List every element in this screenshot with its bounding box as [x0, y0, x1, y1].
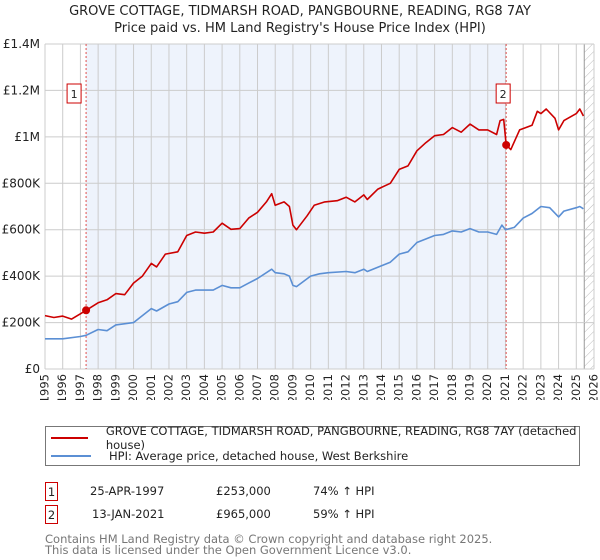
chart-title: GROVE COTTAGE, TIDMARSH ROAD, PANGBOURNE…	[69, 4, 531, 19]
y-tick-label: £800K	[2, 176, 42, 190]
x-tick-label: 1995	[38, 374, 52, 400]
x-tick-label: 2014	[374, 374, 388, 400]
footer-line: Contains HM Land Registry data © Crown c…	[45, 532, 493, 546]
legend-item-hpi: HPI: Average price, detached house, West…	[51, 448, 408, 464]
sale-marker-box: 1	[45, 482, 58, 501]
x-tick-label: 2017	[427, 374, 441, 400]
legend-label: GROVE COTTAGE, TIDMARSH ROAD, PANGBOURNE…	[105, 424, 577, 452]
x-tick-label: 2009	[285, 374, 299, 400]
x-tick-label: 2000	[126, 374, 140, 400]
x-tick-label: 2023	[533, 374, 547, 400]
series-line	[44, 108, 585, 320]
x-tick-label: 2005	[215, 374, 229, 400]
legend-swatch-blue	[51, 455, 91, 457]
sale-label-box	[66, 83, 82, 104]
y-tick-label: £600K	[2, 223, 42, 237]
legend: GROVE COTTAGE, TIDMARSH ROAD, PANGBOURNE…	[45, 424, 580, 466]
x-tick-label: 2024	[551, 374, 565, 400]
y-tick-label: £1.4M	[3, 37, 40, 51]
sale-label: 1	[71, 88, 78, 101]
sale-point	[502, 140, 511, 149]
y-tick-label: £400K	[2, 269, 42, 283]
sale-date: 13-JAN-2021	[92, 507, 165, 521]
y-tick-label: £1M	[14, 130, 40, 144]
sale-label: 2	[500, 88, 507, 101]
x-tick-label: 2004	[197, 374, 211, 400]
x-tick-label: 2016	[409, 374, 423, 400]
x-tick-label: 2013	[356, 374, 370, 400]
x-tick-label: 2008	[268, 374, 282, 400]
x-tick-label: 2020	[480, 374, 494, 400]
x-tick-label: 2025	[569, 374, 583, 400]
series-line	[45, 205, 584, 340]
legend-label: HPI: Average price, detached house, West…	[109, 449, 409, 463]
x-tick-label: 1999	[108, 374, 122, 400]
legend-item-property: GROVE COTTAGE, TIDMARSH ROAD, PANGBOURNE…	[51, 424, 579, 452]
x-tick-label: 2018	[445, 374, 459, 400]
sale-hpi: 59% ↑ HPI	[313, 507, 375, 521]
x-tick-label: 1997	[73, 374, 87, 400]
sale-price: £253,000	[216, 484, 271, 498]
future-hatch-region	[584, 44, 594, 369]
shaded-ownership-region	[86, 44, 507, 369]
x-tick-label: 2001	[144, 374, 158, 400]
chart-subtitle: Price paid vs. HM Land Registry's House …	[114, 21, 486, 36]
sale-point	[82, 306, 91, 315]
legend-swatch-red	[51, 437, 88, 439]
x-tick-label: 2019	[463, 374, 477, 400]
x-tick-label: 2002	[161, 374, 175, 400]
x-tick-label: 2015	[392, 374, 406, 400]
sale-label-box	[495, 83, 511, 104]
y-tick-label: £1.2M	[3, 83, 40, 97]
x-tick-label: 2006	[232, 374, 246, 400]
x-tick-label: 1996	[55, 374, 69, 400]
sale-hpi: 74% ↑ HPI	[313, 484, 375, 498]
x-tick-label: 2007	[250, 374, 264, 400]
x-tick-label: 2021	[498, 374, 512, 400]
y-tick-label: £200K	[2, 316, 42, 330]
sale-marker-box: 2	[45, 505, 58, 524]
x-tick-label: 2012	[339, 374, 353, 400]
sale-price: £965,000	[216, 507, 271, 521]
y-tick-label: £0	[25, 362, 40, 376]
x-tick-label: 2010	[303, 374, 317, 400]
x-tick-label: 2022	[516, 374, 530, 400]
x-tick-label: 2003	[179, 374, 193, 400]
x-tick-label: 1998	[91, 374, 105, 400]
plot-area: 1995 1996 1997 1998 1999 2000 2001 2002 2003 2004…	[2, 37, 600, 400]
sale-date: 25-APR-1997	[90, 484, 165, 498]
footer-line: This data is licensed under the Open Gov…	[45, 543, 412, 557]
x-tick-label: 2026	[587, 374, 600, 400]
x-tick-label: 2011	[321, 374, 335, 400]
